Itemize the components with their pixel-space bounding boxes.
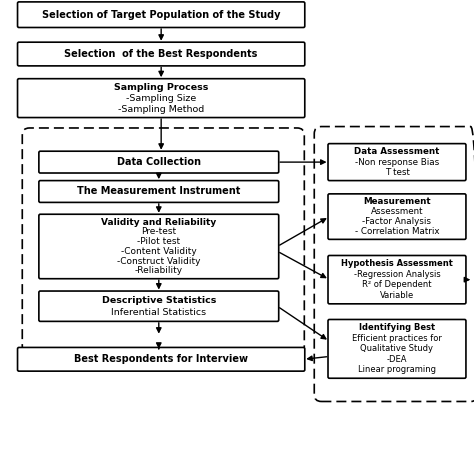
FancyBboxPatch shape (39, 151, 279, 173)
FancyBboxPatch shape (39, 214, 279, 279)
Text: -Factor Analysis: -Factor Analysis (363, 217, 431, 226)
FancyBboxPatch shape (18, 2, 305, 27)
Text: Pre-test: Pre-test (141, 228, 176, 237)
Text: Linear programing: Linear programing (358, 365, 436, 374)
Text: Qualitative Study: Qualitative Study (360, 345, 434, 353)
Text: -DEA: -DEA (387, 355, 407, 364)
Text: The Measurement Instrument: The Measurement Instrument (77, 186, 240, 197)
Text: Data Collection: Data Collection (117, 157, 201, 167)
Text: Assessment: Assessment (371, 207, 423, 216)
Text: Validity and Reliability: Validity and Reliability (101, 218, 217, 227)
FancyBboxPatch shape (39, 291, 279, 321)
Text: -Regression Analysis: -Regression Analysis (354, 270, 440, 279)
Text: -Construct Validity: -Construct Validity (117, 256, 201, 265)
Text: -Pilot test: -Pilot test (137, 237, 180, 246)
Text: - Correlation Matrix: - Correlation Matrix (355, 227, 439, 236)
Text: T test: T test (384, 168, 410, 177)
Text: Hypothesis Assessment: Hypothesis Assessment (341, 259, 453, 268)
Text: Variable: Variable (380, 291, 414, 300)
Text: -Non response Bias: -Non response Bias (355, 158, 439, 166)
FancyBboxPatch shape (18, 347, 305, 371)
Text: Data Assessment: Data Assessment (354, 147, 440, 156)
Text: Sampling Process: Sampling Process (114, 82, 209, 91)
FancyBboxPatch shape (328, 255, 466, 304)
Text: Identifying Best: Identifying Best (359, 323, 435, 332)
FancyBboxPatch shape (39, 181, 279, 202)
Text: Descriptive Statistics: Descriptive Statistics (101, 296, 216, 305)
Text: Inferential Statistics: Inferential Statistics (111, 308, 206, 317)
FancyBboxPatch shape (328, 319, 466, 378)
Text: -Sampling Method: -Sampling Method (118, 105, 204, 114)
Text: R² of Dependent: R² of Dependent (362, 281, 432, 290)
Text: -Reliability: -Reliability (135, 266, 183, 275)
Text: -Sampling Size: -Sampling Size (126, 94, 196, 102)
Text: Efficient practices for: Efficient practices for (352, 334, 442, 343)
Text: Selection of Target Population of the Study: Selection of Target Population of the St… (42, 9, 281, 20)
Text: Best Respondents for Interview: Best Respondents for Interview (74, 354, 248, 365)
Text: Measurement: Measurement (363, 197, 431, 206)
FancyBboxPatch shape (18, 42, 305, 66)
FancyBboxPatch shape (328, 194, 466, 239)
FancyBboxPatch shape (18, 79, 305, 118)
FancyBboxPatch shape (328, 144, 466, 181)
Text: Selection  of the Best Respondents: Selection of the Best Respondents (64, 49, 258, 59)
Text: -Content Validity: -Content Validity (121, 247, 197, 256)
